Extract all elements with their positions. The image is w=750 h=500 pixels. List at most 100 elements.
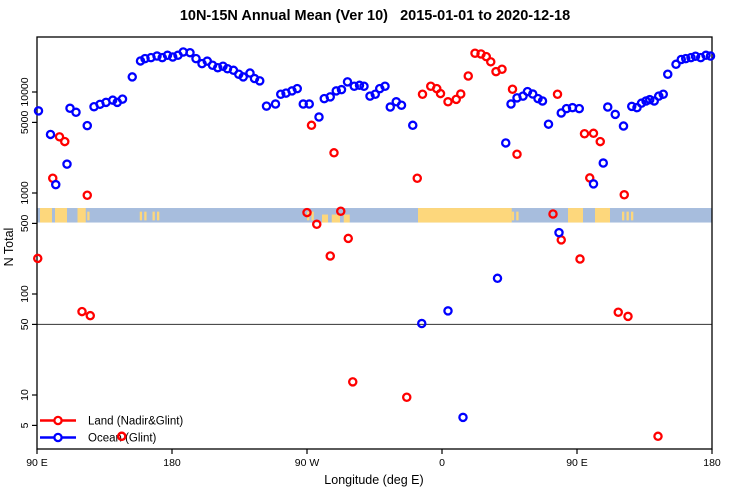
data-point-ocean: [645, 94, 655, 105]
x-tick-label: 90 E: [26, 457, 48, 469]
data-point-ocean: [117, 94, 128, 104]
data-point-land: [306, 120, 317, 131]
y-tick-label: 500: [19, 214, 31, 232]
data-point-ocean: [349, 81, 359, 92]
band-land-speck: [144, 211, 147, 221]
data-point-land: [552, 89, 563, 99]
data-point-ocean: [671, 59, 681, 70]
data-point-land: [595, 136, 606, 147]
data-point-ocean: [275, 89, 286, 99]
band-land-speck: [311, 211, 314, 221]
data-point-ocean: [705, 51, 716, 61]
data-point-ocean: [385, 102, 395, 112]
data-point-land: [481, 51, 491, 62]
data-point-land: [343, 233, 353, 244]
band-land-speck: [157, 211, 160, 221]
data-point-ocean: [663, 69, 673, 79]
band-land-speck: [626, 211, 629, 221]
data-point-ocean: [528, 89, 538, 99]
data-point-ocean: [292, 83, 302, 94]
band-land-segment: [568, 208, 583, 223]
y-tick-label: 10: [19, 389, 31, 401]
data-point-ocean: [701, 50, 711, 61]
data-point-ocean: [690, 51, 701, 61]
x-tick-label: 180: [703, 457, 721, 469]
data-point-land: [347, 377, 358, 387]
data-point-land: [653, 431, 663, 442]
data-point-ocean: [618, 121, 629, 131]
y-tick-label: 5: [19, 422, 31, 428]
x-tick-label: 180: [163, 457, 181, 469]
data-point-land: [623, 311, 633, 322]
data-point-land: [512, 149, 522, 159]
legend-label-ocean: Ocean (Glint): [88, 433, 157, 445]
data-point-ocean: [304, 99, 314, 109]
data-point-ocean: [336, 84, 347, 95]
y-tick-label: 100: [19, 285, 31, 303]
data-point-ocean: [443, 306, 453, 316]
data-point-land: [443, 97, 453, 107]
data-point-ocean: [598, 158, 609, 168]
data-point-ocean: [212, 62, 223, 73]
data-point-ocean: [298, 99, 308, 109]
band-land-speck: [516, 211, 519, 221]
data-point-land: [311, 219, 322, 230]
data-point-ocean: [396, 100, 407, 110]
chart-title: 10N-15N Annual Mean (Ver 10) 2015-01-01 …: [179, 8, 571, 24]
data-point-ocean: [82, 120, 93, 131]
data-point-ocean: [554, 227, 564, 238]
data-point-ocean: [62, 159, 72, 169]
band-land-segment: [343, 214, 350, 223]
x-tick-label: 90 E: [566, 457, 588, 469]
data-point-land: [485, 57, 496, 67]
data-point-ocean: [127, 72, 137, 82]
data-point-land: [302, 207, 312, 218]
band-land-segment: [40, 208, 52, 223]
data-point-ocean: [407, 120, 418, 131]
data-point-ocean: [603, 102, 613, 112]
data-point-land: [117, 431, 127, 442]
data-point-ocean: [458, 412, 468, 423]
y-tick-label: 50: [19, 318, 31, 330]
data-point-ocean: [380, 81, 390, 92]
data-point-ocean: [370, 89, 380, 99]
data-point-land: [335, 206, 346, 216]
data-point-ocean: [681, 53, 691, 64]
data-point-land: [588, 128, 599, 139]
data-point-ocean: [500, 138, 511, 148]
data-point-ocean: [331, 86, 341, 96]
data-point-land: [575, 254, 585, 264]
data-point-ocean: [33, 106, 44, 116]
data-point-land: [329, 148, 339, 158]
data-point-ocean: [185, 47, 195, 58]
band-land-speck: [622, 211, 625, 221]
data-point-land: [455, 89, 466, 99]
legend-label-land: Land (Nadir&Glint): [88, 416, 183, 428]
data-point-land: [412, 173, 422, 183]
data-point-ocean: [658, 89, 669, 99]
y-tick-label: 1000: [19, 181, 31, 205]
latitude-band-overlay: [37, 208, 712, 223]
legend: Land (Nadir&Glint) Ocean (Glint): [40, 416, 183, 445]
band-land-segment: [418, 208, 512, 223]
data-point-ocean: [314, 112, 324, 122]
data-point-land: [401, 392, 412, 402]
x-axis-title: Longitude (deg E): [324, 473, 423, 487]
data-point-ocean: [354, 80, 365, 91]
data-point-ocean: [270, 99, 281, 109]
data-point-ocean: [610, 109, 621, 120]
data-point-ocean: [686, 52, 696, 63]
data-point-land: [451, 94, 461, 105]
data-point-ocean: [543, 119, 554, 129]
data-point-land: [435, 88, 446, 99]
data-point-land: [497, 64, 507, 74]
data-point-land: [507, 84, 518, 94]
data-point-ocean: [325, 92, 335, 102]
band-land-segment: [55, 208, 67, 223]
y-tick-label: 10000: [19, 77, 31, 106]
data-point-ocean: [342, 77, 353, 87]
data-point-ocean: [506, 99, 516, 109]
data-point-land: [82, 190, 93, 200]
